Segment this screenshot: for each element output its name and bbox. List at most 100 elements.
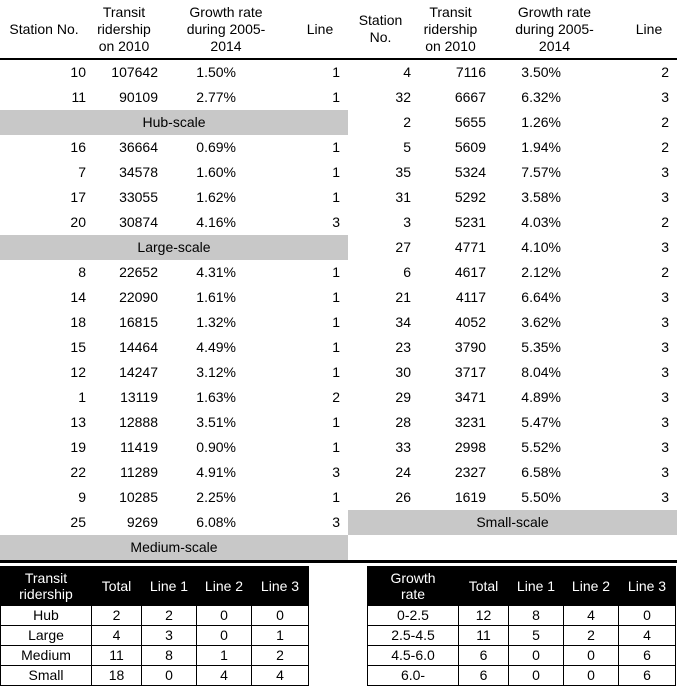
category-cell: Medium [0, 645, 92, 666]
growth-rate-cell: 4.91% [196, 464, 236, 480]
line-2-cell: 0 [563, 645, 619, 666]
category-cell: 0-2.5 [367, 605, 459, 626]
group-label: Medium-scale [0, 535, 348, 562]
ridership-cell: 3231 [454, 414, 486, 430]
ridership-cell: 13119 [120, 389, 158, 405]
station-no-cell: 30 [395, 364, 411, 380]
station-no-cell: 23 [395, 339, 411, 355]
summary-header-row: Growth rate Total Line 1 Line 2 Line 3 [367, 566, 676, 606]
station-no-cell: 22 [70, 464, 86, 480]
summary-row: 0-2.5 12 8 4 0 [367, 605, 676, 626]
ridership-cell: 4617 [454, 264, 486, 280]
station-no-cell: 33 [395, 439, 411, 455]
total-cell: 6 [458, 645, 509, 666]
ridership-cell: 2327 [454, 464, 486, 480]
group-label: Hub-scale [0, 110, 348, 135]
ridership-cell: 2998 [454, 439, 486, 455]
header-growth-rate: Growth rate during 2005-2014 [515, 3, 594, 54]
line-3-cell: 4 [251, 665, 309, 686]
growth-rate-cell: 5.50% [521, 489, 561, 505]
line-cell: 3 [661, 189, 669, 205]
growth-rate-cell: 6.32% [521, 89, 561, 105]
growth-rate-cell: 3.62% [521, 314, 561, 330]
growth-rate-cell: 0.69% [196, 139, 236, 155]
category-cell: Hub [0, 605, 92, 626]
total-cell: 11 [458, 625, 509, 646]
line-cell: 3 [661, 164, 669, 180]
growth-rate-cell: 1.61% [196, 289, 236, 305]
station-no-cell: 12 [70, 364, 86, 380]
table-row: 25 9269 6.08% 3 Small-scale [0, 510, 677, 535]
table-row: 17 33055 1.62% 1 31 5292 3.58% 3 [0, 185, 677, 210]
table-row: Hub-scale 2 5655 1.26% 2 [0, 110, 677, 135]
header-line-2: Line 2 [196, 566, 252, 606]
ridership-cell: 1619 [454, 489, 486, 505]
growth-rate-cell: 1.26% [521, 114, 561, 130]
line-cell: 2 [332, 389, 340, 405]
table-row: 14 22090 1.61% 1 21 4117 6.64% 3 [0, 285, 677, 310]
growth-rate-cell: 6.08% [196, 514, 236, 530]
line-2-cell: 2 [563, 625, 619, 646]
growth-summary-table: Growth rate Total Line 1 Line 2 Line 3 0… [367, 566, 676, 686]
line-cell: 1 [332, 439, 340, 455]
empty-cell [348, 535, 677, 562]
ridership-cell: 11419 [120, 439, 158, 455]
ridership-cell: 30874 [119, 214, 158, 230]
ridership-summary-table: Transit ridership Total Line 1 Line 2 Li… [0, 566, 309, 686]
line-cell: 1 [332, 289, 340, 305]
station-no-cell: 29 [395, 389, 411, 405]
line-cell: 3 [661, 89, 669, 105]
summary-row: 4.5-6.0 6 0 0 6 [367, 645, 676, 666]
header-growth-rate: Growth rate [367, 566, 459, 606]
group-label: Small-scale [348, 510, 677, 535]
line-cell: 1 [332, 139, 340, 155]
ridership-cell: 3717 [454, 364, 486, 380]
table-row: 11 90109 2.77% 1 32 6667 6.32% 3 [0, 85, 677, 110]
station-table: Station No. Transit ridership on 2010 Gr… [0, 3, 677, 562]
header-line: Line [635, 20, 663, 37]
growth-rate-cell: 1.60% [196, 164, 236, 180]
line-cell: 3 [661, 314, 669, 330]
station-no-cell: 27 [395, 239, 411, 255]
table-row: 8 22652 4.31% 1 6 4617 2.12% 2 [0, 260, 677, 285]
ridership-cell: 6667 [454, 89, 486, 105]
line-cell: 1 [332, 339, 340, 355]
line-cell: 1 [332, 314, 340, 330]
category-cell: 6.0- [367, 665, 459, 686]
station-no-cell: 25 [70, 514, 86, 530]
category-cell: Small [0, 665, 92, 686]
growth-rate-cell: 7.57% [521, 164, 561, 180]
growth-rate-cell: 6.64% [521, 289, 561, 305]
line-cell: 2 [661, 64, 669, 80]
ridership-cell: 3471 [454, 389, 486, 405]
ridership-cell: 4771 [454, 239, 486, 255]
growth-rate-cell: 4.89% [521, 389, 561, 405]
line-cell: 2 [661, 214, 669, 230]
line-3-cell: 6 [618, 645, 676, 666]
station-no-cell: 3 [403, 214, 411, 230]
station-no-cell: 9 [78, 489, 86, 505]
line-cell: 3 [332, 214, 340, 230]
line-cell: 1 [332, 89, 340, 105]
line-cell: 3 [332, 464, 340, 480]
line-2-cell: 4 [196, 665, 252, 686]
header-ridership: Transit ridership on 2010 [423, 3, 478, 54]
ridership-cell: 14464 [119, 339, 158, 355]
line-3-cell: 6 [618, 665, 676, 686]
summary-row: Hub 2 2 0 0 [0, 605, 309, 626]
line-cell: 3 [661, 339, 669, 355]
growth-rate-cell: 3.12% [196, 364, 236, 380]
total-cell: 12 [458, 605, 509, 626]
line-1-cell: 3 [141, 625, 197, 646]
line-1-cell: 8 [141, 645, 197, 666]
table-row: 16 36664 0.69% 1 5 5609 1.94% 2 [0, 135, 677, 160]
line-2-cell: 1 [196, 645, 252, 666]
line-3-cell: 2 [251, 645, 309, 666]
station-no-cell: 5 [403, 139, 411, 155]
line-cell: 1 [332, 489, 340, 505]
growth-rate-cell: 3.58% [521, 189, 561, 205]
growth-rate-cell: 2.12% [521, 264, 561, 280]
table-row: 13 12888 3.51% 1 28 3231 5.47% 3 [0, 410, 677, 435]
station-no-cell: 14 [70, 289, 86, 305]
total-cell: 11 [91, 645, 142, 666]
